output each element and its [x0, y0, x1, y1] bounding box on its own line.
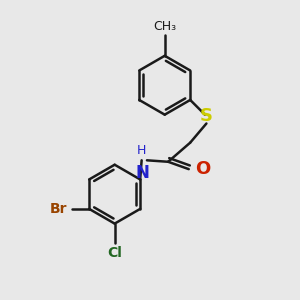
- Text: H: H: [137, 144, 146, 157]
- Text: O: O: [196, 160, 211, 178]
- Text: Br: Br: [50, 202, 67, 216]
- Text: Cl: Cl: [107, 246, 122, 260]
- Text: S: S: [200, 107, 213, 125]
- Text: CH₃: CH₃: [153, 20, 176, 33]
- Text: N: N: [135, 164, 149, 182]
